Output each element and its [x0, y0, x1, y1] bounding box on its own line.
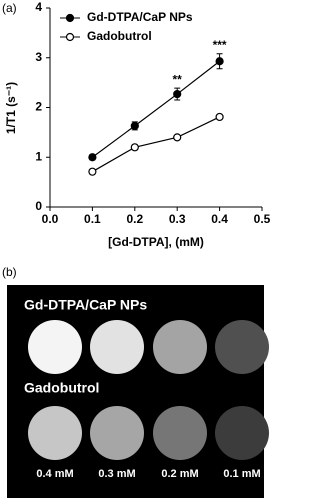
- phantom: [215, 406, 269, 460]
- data-point: [215, 57, 224, 66]
- phantom: [28, 320, 82, 374]
- y-tick-label: 1: [35, 149, 42, 163]
- row-label: Gd-DTPA/CaP NPs: [24, 297, 147, 313]
- y-tick-label: 0: [35, 199, 42, 213]
- annotation: **: [173, 72, 183, 86]
- panel-label: (b): [2, 265, 17, 279]
- x-tick-label: 0.1: [84, 212, 101, 226]
- x-tick-label: 0.4: [211, 212, 228, 226]
- concentration-label: 0.2 mM: [161, 468, 198, 480]
- phantom: [215, 320, 269, 374]
- y-tick-label: 2: [35, 100, 42, 114]
- phantom: [90, 320, 144, 374]
- y-tick-label: 4: [35, 0, 42, 14]
- y-tick-label: 3: [35, 50, 42, 64]
- data-point: [130, 121, 139, 131]
- concentration-label: 0.1 mM: [223, 468, 260, 480]
- row-label: Gadobutrol: [24, 380, 99, 396]
- panel-label: (a): [2, 1, 17, 15]
- legend-label: Gd-DTPA/CaP NPs: [87, 10, 193, 24]
- series-line: [92, 60, 220, 158]
- legend-label: Gadobutrol: [87, 29, 152, 43]
- legend-marker: [65, 32, 75, 42]
- x-tick-label: 0.3: [169, 212, 186, 226]
- data-point: [215, 112, 224, 122]
- phantom: [153, 320, 207, 374]
- concentration-label: 0.4 mM: [36, 468, 73, 480]
- data-point: [173, 133, 182, 142]
- x-tick-label: 0.2: [126, 212, 143, 226]
- data-point: [88, 167, 97, 176]
- x-tick-label: 0.0: [42, 212, 59, 226]
- phantom: [90, 406, 144, 460]
- x-axis-label: [Gd-DTPA], (mM): [108, 235, 204, 249]
- legend-marker: [65, 13, 75, 23]
- series-line: [92, 116, 220, 173]
- phantom: [153, 406, 207, 460]
- annotation: ***: [213, 38, 227, 52]
- data-point: [173, 89, 182, 99]
- figure: (a) 1/T1 (s⁻¹) [Gd-DTPA], (mM) (b) Gd-DT…: [2, 0, 271, 498]
- x-tick-label: 0.5: [254, 212, 271, 226]
- phantom: [28, 406, 82, 460]
- concentration-label: 0.3 mM: [98, 468, 135, 480]
- data-point: [130, 143, 139, 152]
- y-axis-label: 1/T1 (s⁻¹): [4, 82, 18, 134]
- data-point: [88, 153, 97, 162]
